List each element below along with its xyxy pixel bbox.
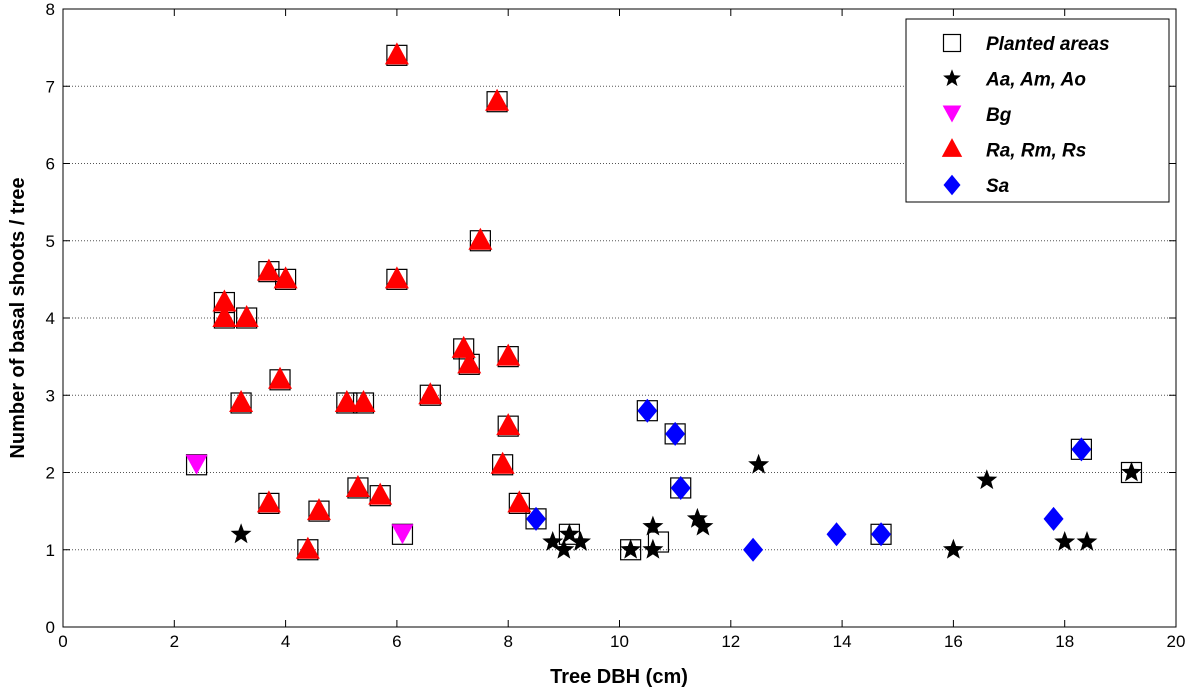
data-point — [637, 398, 658, 423]
data-point — [1076, 531, 1098, 551]
data-point — [391, 524, 414, 545]
data-point — [268, 366, 293, 389]
x-tick-label: 16 — [944, 632, 963, 651]
x-tick-label: 2 — [170, 632, 179, 651]
data-point — [496, 413, 521, 436]
legend: Planted areas Aa, Am, Ao Bg Ra, Rm, Rs Sa — [905, 18, 1170, 203]
data-point — [871, 522, 892, 547]
legend-marker — [943, 69, 961, 87]
legend-label: Planted areas — [986, 34, 1110, 55]
x-tick-label: 14 — [833, 632, 852, 651]
data-point — [234, 305, 259, 327]
data-point — [620, 538, 642, 559]
series-sa — [526, 398, 1092, 562]
legend-label: Ra, Rm, Rs — [986, 141, 1086, 162]
data-point — [351, 389, 376, 412]
data-point — [295, 536, 320, 559]
data-point — [553, 538, 575, 559]
x-tick-label: 18 — [1055, 632, 1074, 651]
series-bg — [185, 454, 414, 545]
data-point — [468, 227, 493, 250]
data-point — [212, 289, 237, 312]
data-point — [1121, 461, 1142, 482]
y-tick-label: 6 — [46, 155, 55, 174]
y-tick-label: 0 — [46, 618, 55, 637]
x-tick-label: 8 — [503, 632, 512, 651]
data-point — [334, 389, 359, 412]
legend-label: Bg — [986, 105, 1012, 126]
data-point — [384, 42, 409, 65]
y-tick-label: 8 — [46, 0, 55, 19]
data-point — [942, 538, 964, 559]
data-point — [570, 531, 591, 551]
data-point — [229, 389, 254, 412]
data-point — [976, 469, 998, 490]
data-point — [384, 266, 409, 289]
data-points — [185, 42, 1143, 562]
data-point — [526, 506, 547, 531]
x-tick-label: 6 — [392, 632, 401, 651]
data-point — [686, 507, 708, 528]
data-point — [1071, 437, 1092, 462]
data-point — [256, 258, 281, 281]
data-point — [642, 515, 664, 536]
y-tick-label: 2 — [46, 464, 55, 483]
y-tick-label: 7 — [46, 77, 55, 96]
data-point — [1054, 531, 1076, 551]
x-tick-label: 10 — [610, 632, 629, 651]
data-point — [485, 88, 510, 111]
data-point — [647, 531, 670, 553]
x-tick-label: 20 — [1167, 632, 1186, 651]
data-point — [542, 531, 564, 551]
data-point — [345, 474, 370, 497]
data-point — [368, 482, 393, 505]
series-ra-rm-rs — [212, 42, 532, 559]
legend-marker — [941, 138, 963, 157]
legend-label: Aa, Am, Ao — [985, 70, 1086, 91]
data-point — [665, 421, 686, 446]
data-point — [212, 305, 237, 327]
x-tick-label: 0 — [58, 632, 67, 651]
data-point — [418, 382, 443, 405]
data-point — [692, 515, 714, 536]
data-point — [826, 522, 847, 547]
data-point — [1043, 506, 1064, 531]
x-tick-label: 4 — [281, 632, 290, 651]
y-tick-label: 5 — [46, 232, 55, 251]
data-point — [457, 351, 482, 374]
data-point — [256, 490, 281, 513]
y-tick-label: 1 — [46, 541, 55, 560]
series-aa-am-ao — [230, 453, 1142, 559]
data-point — [273, 266, 298, 289]
legend-marker — [942, 33, 962, 53]
data-point — [743, 537, 764, 562]
data-point — [490, 451, 515, 474]
y-tick-label: 4 — [46, 309, 55, 328]
x-axis-title: Tree DBH (cm) — [550, 666, 688, 688]
data-point — [748, 453, 770, 474]
data-point — [559, 523, 580, 544]
y-axis-title: Number of basal shoots / tree — [7, 177, 29, 458]
x-tick-label: 12 — [721, 632, 740, 651]
legend-marker — [943, 174, 961, 196]
data-point — [230, 523, 252, 544]
data-point — [642, 538, 664, 559]
y-tick-label: 3 — [46, 386, 55, 405]
data-point — [496, 343, 521, 366]
data-point — [185, 454, 208, 475]
data-point — [670, 475, 691, 500]
data-point — [306, 498, 331, 521]
legend-label: Sa — [986, 176, 1010, 197]
legend-marker — [942, 105, 962, 123]
data-point — [507, 490, 532, 513]
